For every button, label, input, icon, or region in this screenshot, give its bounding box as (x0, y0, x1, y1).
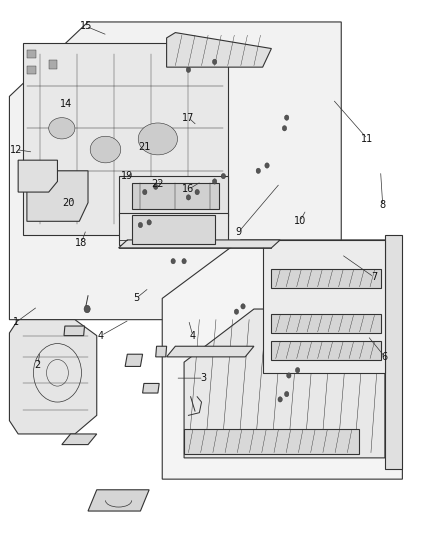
Text: 14: 14 (60, 99, 72, 109)
Circle shape (221, 173, 226, 179)
Circle shape (285, 115, 289, 120)
Ellipse shape (49, 118, 75, 139)
Circle shape (265, 163, 269, 168)
Circle shape (212, 59, 217, 64)
Polygon shape (166, 346, 254, 357)
Polygon shape (272, 314, 381, 333)
Text: 9: 9 (236, 227, 242, 237)
Circle shape (195, 189, 199, 195)
Text: 22: 22 (152, 179, 164, 189)
Circle shape (212, 179, 217, 184)
Text: 17: 17 (182, 112, 194, 123)
Text: 15: 15 (80, 21, 92, 31)
Bar (27, 66, 35, 74)
Circle shape (278, 397, 283, 402)
Text: 2: 2 (35, 360, 41, 370)
Text: 3: 3 (201, 373, 207, 383)
Polygon shape (18, 160, 57, 192)
Polygon shape (10, 22, 341, 320)
Polygon shape (88, 490, 149, 511)
Text: 1: 1 (13, 317, 19, 327)
Polygon shape (166, 33, 272, 67)
Text: 8: 8 (380, 200, 386, 211)
Ellipse shape (90, 136, 121, 163)
Polygon shape (22, 43, 228, 235)
Circle shape (241, 304, 245, 309)
Text: 4: 4 (190, 330, 196, 341)
Circle shape (171, 259, 175, 264)
Polygon shape (132, 215, 215, 244)
Polygon shape (162, 240, 403, 479)
Circle shape (283, 126, 287, 131)
Text: 12: 12 (10, 144, 22, 155)
Polygon shape (64, 326, 85, 336)
Circle shape (153, 184, 158, 189)
Polygon shape (27, 171, 88, 221)
Polygon shape (62, 434, 97, 445)
Circle shape (234, 309, 239, 314)
Ellipse shape (138, 123, 177, 155)
Polygon shape (10, 320, 97, 434)
Text: 6: 6 (382, 352, 388, 362)
Circle shape (295, 368, 300, 373)
Circle shape (186, 195, 191, 200)
Polygon shape (119, 240, 280, 248)
Circle shape (285, 391, 289, 397)
Circle shape (143, 189, 147, 195)
Text: 19: 19 (121, 171, 134, 181)
Text: 16: 16 (182, 184, 194, 195)
Circle shape (287, 373, 291, 378)
Circle shape (256, 168, 261, 173)
Polygon shape (184, 429, 359, 454)
Polygon shape (272, 269, 381, 288)
Circle shape (147, 220, 151, 225)
Text: 18: 18 (75, 238, 88, 247)
Polygon shape (155, 346, 166, 357)
Circle shape (182, 259, 186, 264)
Polygon shape (132, 182, 219, 209)
Polygon shape (119, 213, 228, 245)
Polygon shape (263, 240, 385, 373)
Text: 21: 21 (138, 142, 151, 152)
Text: 7: 7 (371, 272, 377, 282)
Polygon shape (119, 176, 228, 216)
Polygon shape (125, 354, 143, 367)
Circle shape (186, 67, 191, 72)
Bar (49, 60, 57, 69)
Polygon shape (184, 309, 385, 458)
Polygon shape (385, 235, 403, 469)
Text: 10: 10 (293, 216, 306, 227)
Text: 5: 5 (133, 293, 139, 303)
Polygon shape (272, 341, 381, 360)
Text: 4: 4 (98, 330, 104, 341)
Polygon shape (143, 383, 159, 393)
Text: 11: 11 (361, 134, 374, 144)
Circle shape (138, 222, 143, 228)
Circle shape (84, 305, 90, 313)
Text: 20: 20 (62, 198, 74, 208)
Bar (27, 50, 35, 58)
